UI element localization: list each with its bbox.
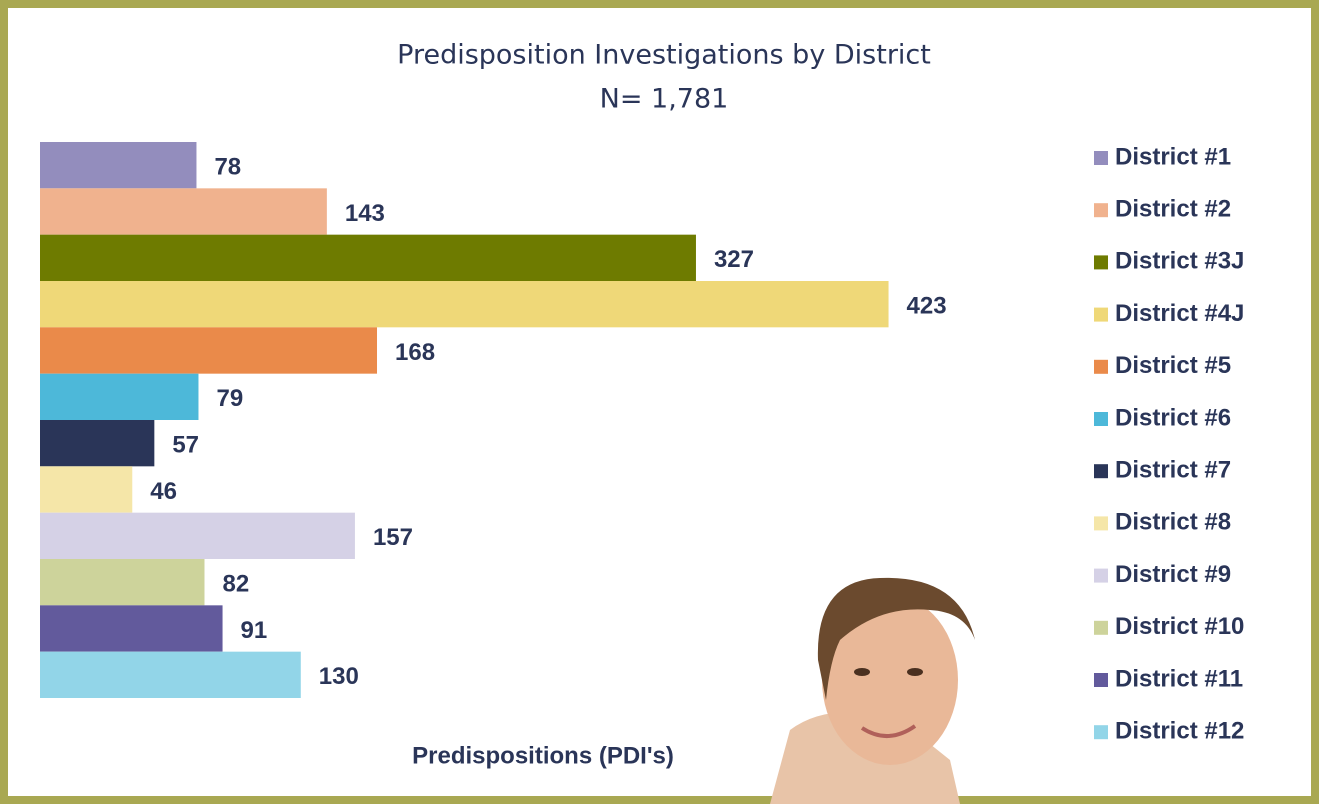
data-label: 130	[319, 663, 359, 690]
chart-subtitle: N= 1,781	[600, 84, 729, 115]
legend-label: District #12	[1115, 718, 1244, 745]
legend-label: District #3J	[1115, 248, 1244, 275]
legend-label: District #11	[1115, 665, 1243, 692]
legend-swatch	[1094, 725, 1108, 739]
legend-label: District #7	[1115, 457, 1231, 484]
legend-label: District #10	[1115, 613, 1244, 640]
legend-swatch	[1094, 412, 1108, 426]
chart-title: Predisposition Investigations by Distric…	[397, 40, 931, 71]
bar	[40, 281, 889, 327]
legend-swatch	[1094, 621, 1108, 635]
data-label: 168	[395, 339, 435, 366]
legend-swatch	[1094, 516, 1108, 530]
legend-label: District #9	[1115, 561, 1231, 588]
bar	[40, 466, 132, 512]
legend-label: District #1	[1115, 143, 1231, 170]
bar	[40, 327, 377, 373]
legend-label: District #2	[1115, 196, 1231, 223]
legend-swatch	[1094, 255, 1108, 269]
bar	[40, 420, 154, 466]
bar	[40, 652, 301, 698]
legend-swatch	[1094, 151, 1108, 165]
legend-swatch	[1094, 203, 1108, 217]
bar	[40, 374, 198, 420]
data-label: 57	[172, 432, 199, 459]
bar	[40, 235, 696, 281]
legend-label: District #5	[1115, 352, 1231, 379]
legend-swatch	[1094, 360, 1108, 374]
bar	[40, 513, 355, 559]
data-label: 79	[216, 385, 243, 412]
data-label: 46	[150, 478, 177, 505]
data-label: 78	[214, 154, 241, 181]
legend-label: District #6	[1115, 404, 1231, 431]
legend-swatch	[1094, 308, 1108, 322]
bar	[40, 559, 204, 605]
data-label: 143	[345, 200, 385, 227]
legend-swatch	[1094, 464, 1108, 478]
bar	[40, 605, 223, 651]
chart: Predisposition Investigations by Distric…	[0, 0, 1319, 804]
legend-swatch	[1094, 673, 1108, 687]
legend-label: District #4J	[1115, 300, 1244, 327]
data-label: 82	[222, 571, 249, 598]
data-label: 157	[373, 524, 413, 551]
legend-label: District #8	[1115, 509, 1231, 536]
data-label: 91	[241, 617, 268, 644]
bar	[40, 142, 196, 188]
data-label: 327	[714, 246, 754, 273]
data-label: 423	[907, 293, 947, 320]
legend-swatch	[1094, 569, 1108, 583]
x-axis-label: Predispositions (PDI's)	[412, 742, 674, 769]
bar	[40, 188, 327, 234]
